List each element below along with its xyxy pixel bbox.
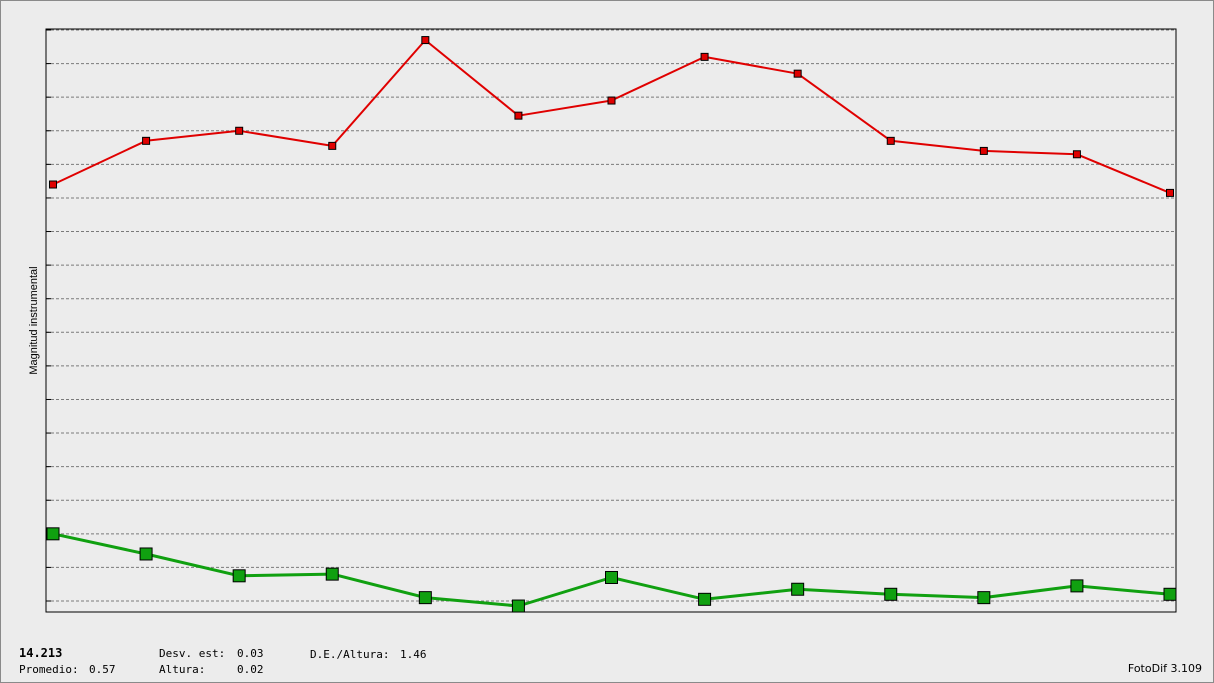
series-2-point bbox=[884, 587, 898, 601]
series-2-point bbox=[977, 591, 991, 605]
series-2-point bbox=[418, 591, 432, 605]
series-1-point bbox=[793, 69, 802, 78]
promedio-label: Promedio: bbox=[19, 663, 79, 676]
std-label: Desv. est: bbox=[159, 647, 226, 660]
altura-label: Altura: bbox=[159, 663, 206, 676]
series-1-point bbox=[514, 111, 523, 120]
plot-frame bbox=[45, 28, 1177, 613]
series-2-point bbox=[46, 527, 60, 541]
series-1-point bbox=[49, 180, 57, 189]
magnitude-chart: Magnitud instrumental bbox=[28, 28, 1177, 613]
series-2-point bbox=[1070, 579, 1084, 593]
series-1-point bbox=[1072, 150, 1081, 159]
series-1-point bbox=[979, 146, 988, 155]
series-2-point bbox=[791, 582, 805, 596]
main-value: 14.213 bbox=[19, 646, 63, 660]
series-1-point bbox=[886, 136, 895, 145]
series-1-point bbox=[700, 52, 709, 61]
series-2-point bbox=[325, 567, 339, 581]
std-value: 0.03 bbox=[237, 647, 264, 660]
series-1-point bbox=[235, 126, 244, 135]
series-1-point bbox=[1166, 188, 1174, 197]
series-1-point bbox=[421, 36, 430, 45]
series-1-point bbox=[142, 136, 151, 145]
series-1-point bbox=[607, 96, 616, 105]
series-2-point bbox=[139, 547, 153, 561]
series-2-point bbox=[605, 570, 618, 584]
series-2-point bbox=[511, 599, 525, 613]
promedio-value: 0.57 bbox=[89, 663, 116, 676]
app-version: FotoDif 3.109 bbox=[1127, 662, 1202, 675]
series-1-point bbox=[328, 141, 337, 150]
y-axis-label: Magnitud instrumental bbox=[28, 266, 40, 374]
series-2-point bbox=[698, 592, 712, 606]
series-2-point bbox=[232, 569, 246, 583]
altura-value: 0.02 bbox=[237, 663, 264, 676]
de-altura-label: D.E./Altura: bbox=[310, 648, 390, 661]
plot-area bbox=[46, 29, 1176, 612]
de-altura-value: 1.46 bbox=[400, 648, 427, 661]
series-2-point bbox=[1163, 587, 1177, 601]
